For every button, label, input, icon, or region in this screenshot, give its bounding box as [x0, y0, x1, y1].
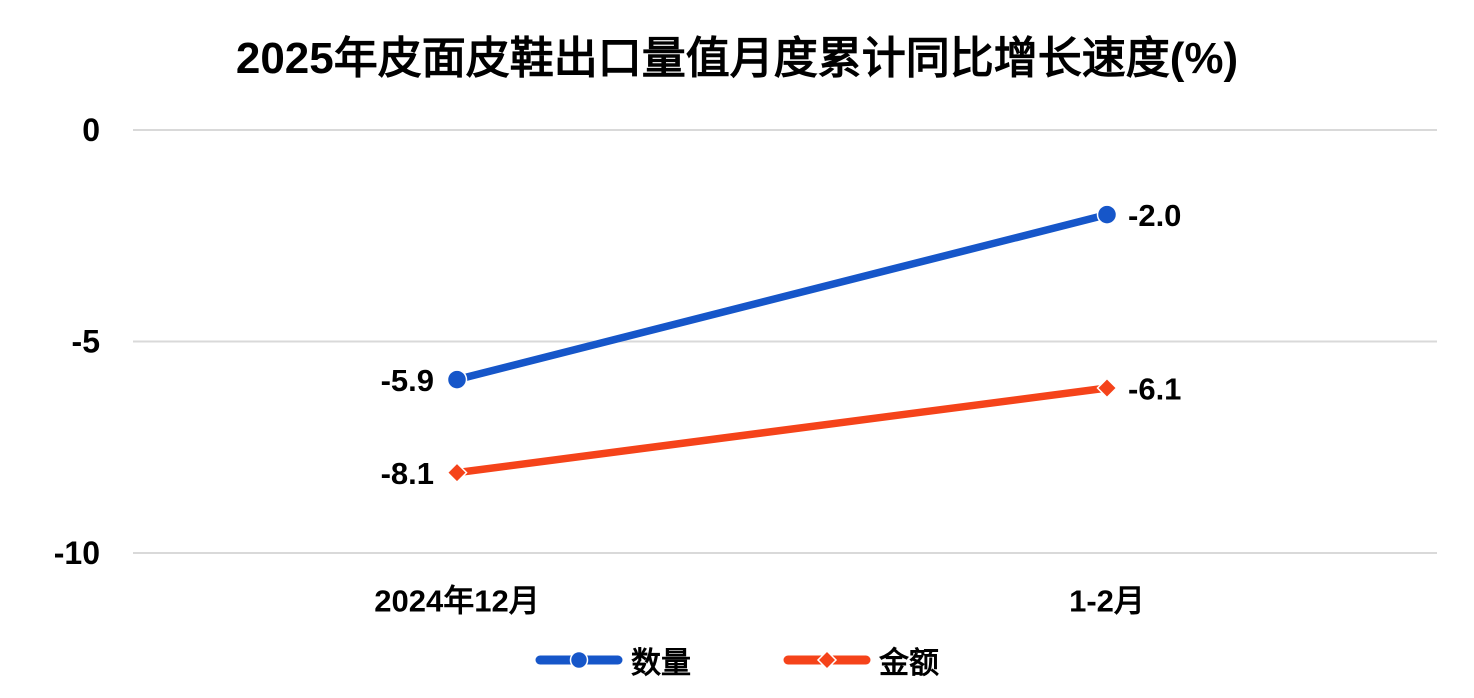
marker-circle	[1096, 204, 1118, 225]
legend-item-数量: 数量	[535, 638, 691, 682]
y-tick-label: 0	[82, 112, 100, 148]
chart-title: 2025年皮面皮鞋出口量值月度累计同比增长速度(%)	[235, 34, 1239, 83]
data-label: -2.0	[1128, 198, 1181, 233]
legend-label: 金额	[879, 647, 939, 680]
legend-swatch	[535, 650, 623, 670]
y-tick-label: -5	[72, 324, 100, 360]
data-label: -8.1	[381, 456, 434, 491]
marker-diamond	[446, 462, 468, 484]
legend-marker-circle	[569, 650, 589, 670]
series-line-金额	[453, 384, 1111, 477]
marker-diamond	[1096, 377, 1118, 399]
legend-label: 数量	[631, 647, 691, 680]
x-tick-label: 2024年12月	[374, 584, 539, 619]
data-label: -6.1	[1128, 372, 1181, 407]
series-line-数量	[453, 210, 1111, 384]
legend-marker-diamond	[816, 649, 838, 671]
legend-swatch	[783, 649, 871, 671]
legend: 数量 金额	[0, 638, 1474, 682]
y-tick-label: -10	[54, 535, 100, 571]
legend-item-金额: 金额	[783, 638, 939, 682]
data-label: -5.9	[381, 363, 434, 398]
marker-circle	[446, 369, 468, 390]
x-tick-label: 1-2月	[1069, 584, 1145, 619]
